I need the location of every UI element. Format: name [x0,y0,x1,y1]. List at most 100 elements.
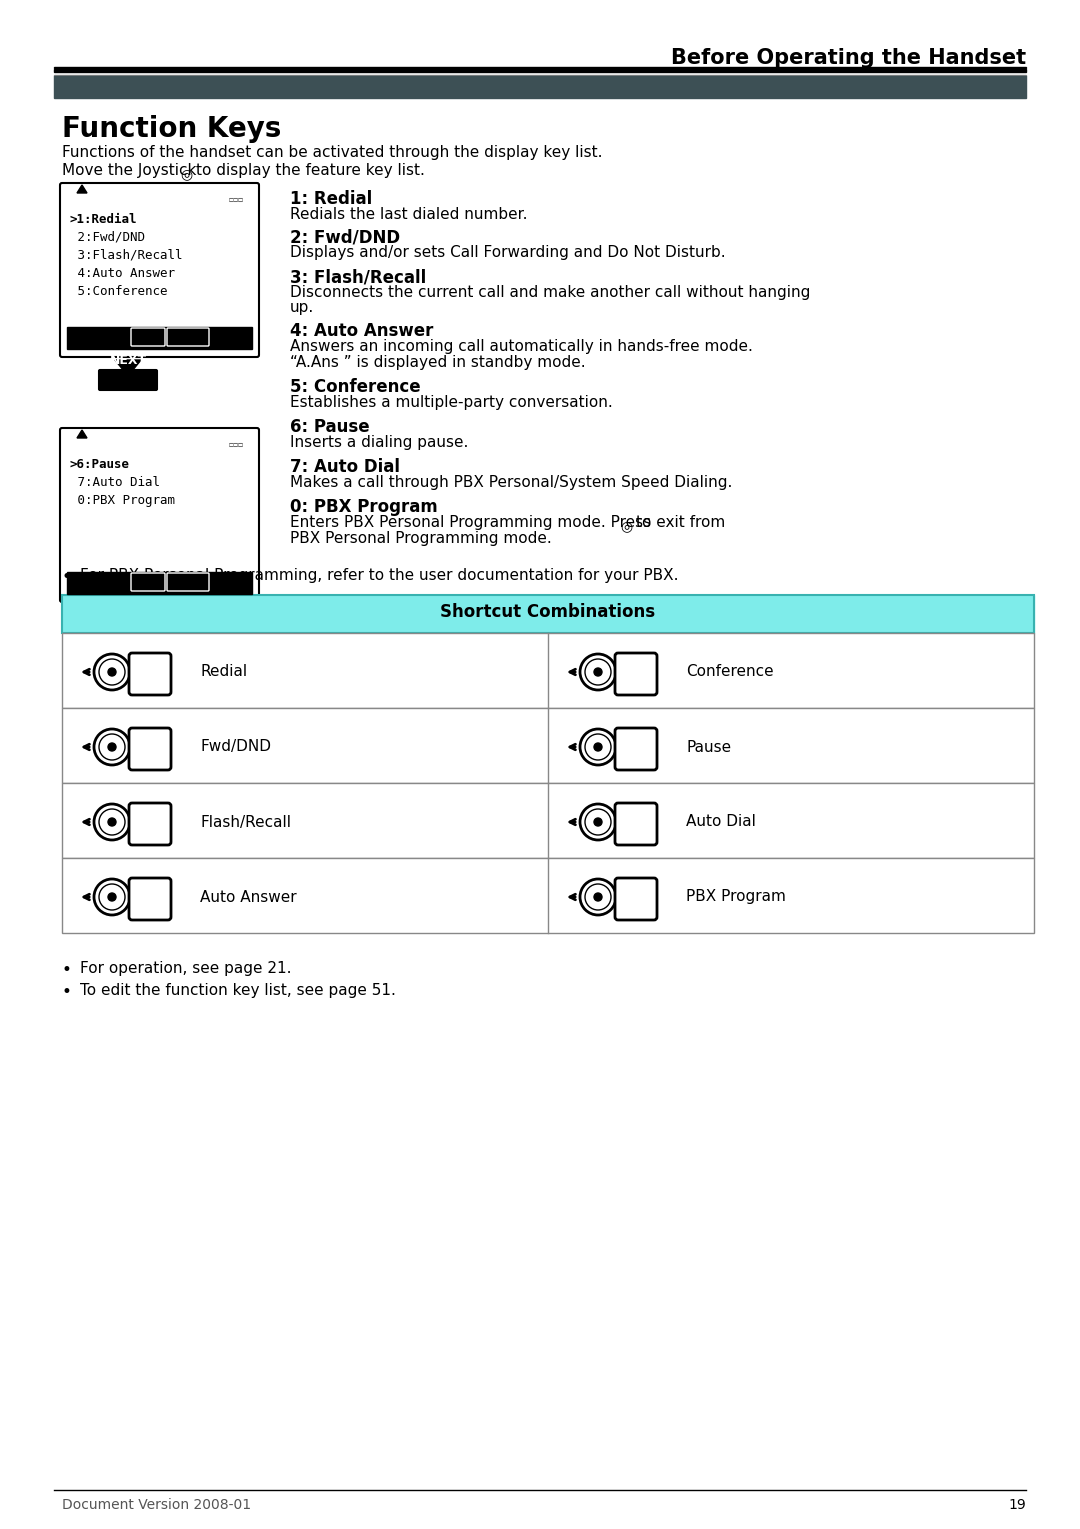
FancyBboxPatch shape [167,329,210,346]
Text: ABC: ABC [143,742,157,748]
Text: DEF: DEF [144,816,157,823]
Text: 2:Fwd/DND: 2:Fwd/DND [70,231,145,245]
Bar [54,69,1026,72]
Bar [62,595,1034,633]
Text: Functions of the handset can be activated through the display key list.: Functions of the handset can be activate… [62,145,603,161]
FancyBboxPatch shape [167,573,210,592]
Text: Enters PBX Personal Programming mode. Press: Enters PBX Personal Programming mode. Pr… [291,515,656,531]
Text: >1:Redial: >1:Redial [70,213,137,226]
Text: Auto Dial: Auto Dial [686,815,756,830]
Text: OK: OK [138,329,158,342]
Text: PBX Program: PBX Program [686,890,786,905]
Text: ↺: ↺ [75,329,85,342]
Text: •: • [62,983,72,1001]
Text: •: • [62,567,72,586]
Text: Makes a call through PBX Personal/System Speed Dialing.: Makes a call through PBX Personal/System… [291,476,732,489]
FancyBboxPatch shape [615,878,657,920]
Text: 5:Conference: 5:Conference [70,284,167,298]
Text: 2: 2 [145,732,160,752]
Text: 6: Pause: 6: Pause [291,417,369,436]
Text: Document Version 2008-01: Document Version 2008-01 [62,1498,252,1512]
Text: 2: Fwd/DND: 2: Fwd/DND [291,228,400,246]
Circle shape [108,668,116,676]
Circle shape [594,893,602,901]
Text: PQRS: PQRS [626,816,646,823]
Text: 7: Auto Dial: 7: Auto Dial [291,459,400,476]
Bar [54,76,1026,98]
Text: ↔: ↔ [117,573,127,587]
Text: Answers an incoming call automatically in hands-free mode.: Answers an incoming call automatically i… [291,339,753,355]
Text: Function Keys: Function Keys [62,115,282,144]
Text: JKL: JKL [631,667,642,673]
FancyBboxPatch shape [131,329,165,346]
Text: 3: Flash/Recall: 3: Flash/Recall [291,268,427,286]
Circle shape [594,668,602,676]
Text: 7:Auto Dial: 7:Auto Dial [70,476,160,489]
Text: to display the feature key list.: to display the feature key list. [195,164,424,177]
Text: “A.Ans ” is displayed in standby mode.: “A.Ans ” is displayed in standby mode. [291,355,585,370]
Text: For PBX Personal Programming, refer to the user documentation for your PBX.: For PBX Personal Programming, refer to t… [80,567,678,583]
Text: 4: 4 [145,884,160,904]
Text: PBX Personal Programming mode.: PBX Personal Programming mode. [291,531,552,546]
Text: 5: Conference: 5: Conference [291,378,420,396]
FancyBboxPatch shape [129,803,171,846]
Text: 3:Flash/Recall: 3:Flash/Recall [70,249,183,261]
FancyBboxPatch shape [129,728,171,771]
Text: 0: PBX Program: 0: PBX Program [291,498,437,515]
FancyBboxPatch shape [615,803,657,846]
Circle shape [594,743,602,751]
Text: 0:PBX Program: 0:PBX Program [70,494,175,508]
Text: ◎: ◎ [620,518,632,534]
Text: Move the Joystick: Move the Joystick [62,164,201,177]
Text: Redial: Redial [200,665,247,679]
Text: 4: Auto Answer: 4: Auto Answer [291,323,433,339]
Bar [62,858,1034,933]
Text: 1: Redial: 1: Redial [291,190,373,208]
FancyBboxPatch shape [99,370,157,390]
Text: To edit the function key list, see page 51.: To edit the function key list, see page … [80,983,396,998]
Text: Flash/Recall: Flash/Recall [200,815,291,830]
Text: Disconnects the current call and make another call without hanging: Disconnects the current call and make an… [291,284,810,300]
Text: OK: OK [138,573,158,587]
Text: MNO: MNO [627,742,645,748]
Bar [62,783,1034,858]
FancyBboxPatch shape [131,573,165,592]
Text: 19: 19 [1009,1498,1026,1512]
Circle shape [108,743,116,751]
Bar [120,336,136,346]
Circle shape [108,818,116,826]
Text: NEXT: NEXT [170,329,206,342]
Text: Pause: Pause [686,740,731,754]
Text: For operation, see page 21.: For operation, see page 21. [80,962,292,976]
Text: >6:Pause: >6:Pause [70,459,130,471]
Polygon shape [77,430,87,437]
Text: 6: 6 [631,732,646,752]
Bar [67,572,252,593]
Text: Displays and/or sets Call Forwarding and Do Not Disturb.: Displays and/or sets Call Forwarding and… [291,245,726,260]
FancyBboxPatch shape [615,728,657,771]
Bar [62,595,1034,633]
Text: ☐☐☐: ☐☐☐ [229,440,244,450]
Text: Before Operating the Handset: Before Operating the Handset [671,47,1026,67]
Text: GHI: GHI [144,891,157,898]
Text: Establishes a multiple-party conversation.: Establishes a multiple-party conversatio… [291,394,612,410]
Text: 3: 3 [145,807,160,829]
Text: NEXT: NEXT [109,355,147,367]
Text: 1: 1 [145,657,160,677]
FancyBboxPatch shape [60,428,259,602]
Text: Conference: Conference [686,665,773,679]
Text: 0: 0 [631,884,646,904]
Text: up.: up. [291,300,314,315]
Text: 7: 7 [631,807,646,829]
Text: ☐☐☐: ☐☐☐ [229,196,244,203]
Text: •: • [62,962,72,979]
Bar [62,708,1034,783]
FancyBboxPatch shape [129,878,171,920]
Text: ↔: ↔ [117,329,127,342]
Bar [67,327,252,349]
FancyBboxPatch shape [615,653,657,696]
Text: Fwd/DND: Fwd/DND [200,740,271,754]
Text: Redials the last dialed number.: Redials the last dialed number. [291,206,527,222]
Text: ↺: ↺ [75,573,85,589]
Text: OPER: OPER [626,891,646,898]
